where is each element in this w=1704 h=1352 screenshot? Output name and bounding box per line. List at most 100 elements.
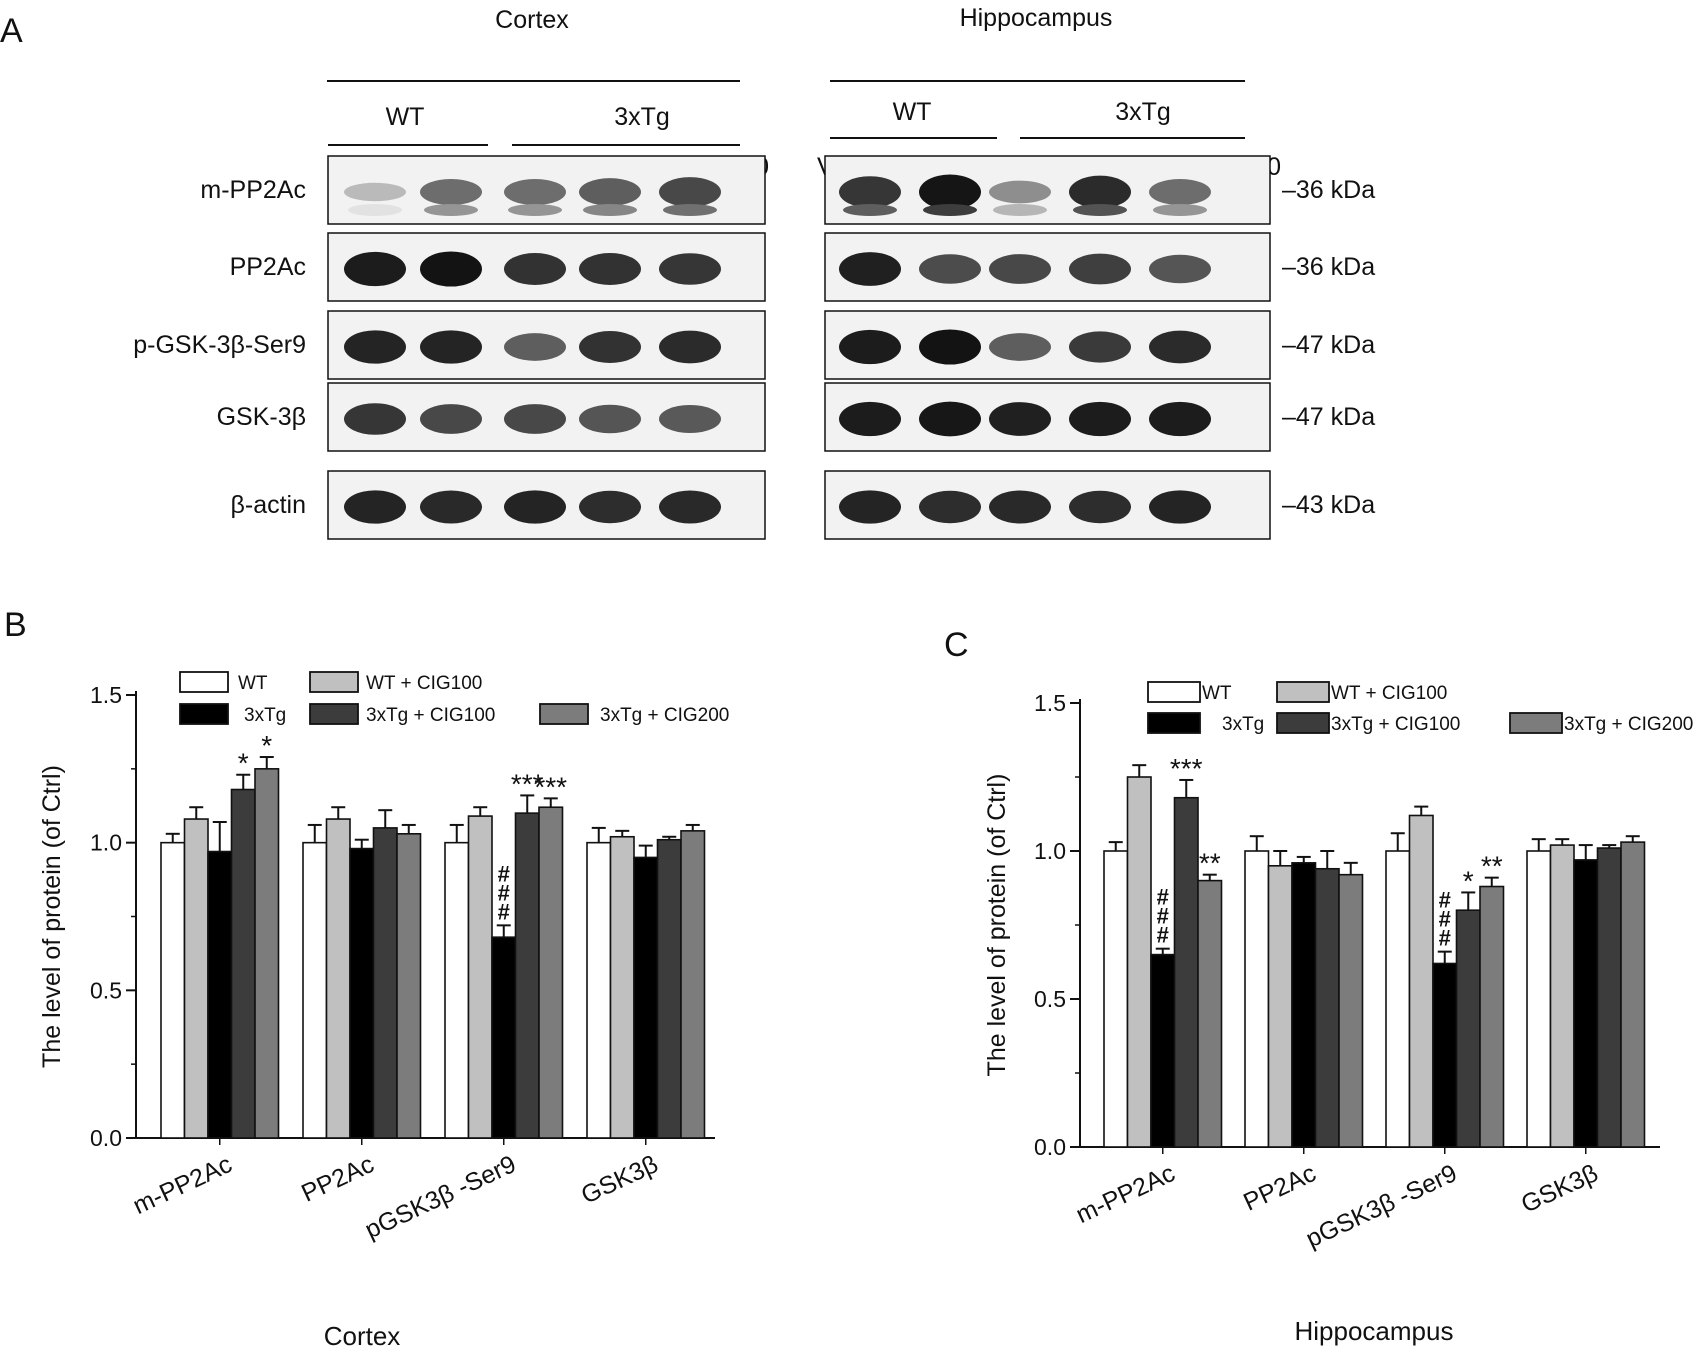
bar	[1150, 953, 1176, 1148]
bar	[444, 841, 470, 1139]
legend-label: 3xTg + CIG200	[600, 705, 729, 726]
cortex-group-wt: WT	[386, 103, 425, 131]
blot-band	[989, 402, 1051, 436]
legend-label: WT + CIG100	[366, 673, 482, 694]
protein-label: β-actin	[230, 491, 306, 519]
legend-label: 3xTg + CIG100	[1331, 714, 1460, 735]
y-tick-label: 1.5	[1034, 690, 1066, 716]
bar	[1596, 847, 1622, 1148]
legend-label: 3xTg + CIG200	[1564, 714, 1693, 735]
significance-mark: #	[498, 880, 510, 905]
blot-band	[919, 254, 981, 284]
blot-band	[579, 330, 641, 364]
bar	[1103, 850, 1129, 1148]
y-tick-label: 0.5	[90, 977, 122, 1003]
blot-band	[839, 329, 901, 365]
blot-band	[923, 204, 977, 216]
blot-band	[989, 333, 1051, 361]
legend-label: 3xTg + CIG100	[366, 705, 495, 726]
bar	[1455, 909, 1481, 1148]
legend-swatch	[179, 671, 229, 693]
significance-mark: ***	[534, 771, 567, 802]
legend-label: WT	[238, 673, 268, 694]
significance-mark: #	[1439, 907, 1451, 932]
blot-band	[659, 253, 721, 285]
significance-mark: #	[498, 899, 510, 924]
legend-label: 3xTg	[244, 705, 286, 726]
blot-band	[504, 333, 566, 361]
bar	[1173, 796, 1199, 1148]
blot-band	[508, 204, 562, 216]
blot-band	[843, 204, 897, 216]
bar	[230, 788, 256, 1139]
bar	[1385, 850, 1411, 1148]
bar	[538, 806, 564, 1139]
bar	[183, 818, 209, 1139]
legend-label: 3xTg	[1222, 714, 1264, 735]
blot-band	[919, 490, 981, 524]
bar	[1526, 850, 1552, 1148]
kda-label: –43 kDa	[1282, 491, 1375, 519]
kda-label: –47 kDa	[1282, 403, 1375, 431]
hippocampus-blot-title: Hippocampus	[960, 4, 1113, 32]
blot-band	[839, 401, 901, 437]
legend-label: WT	[1202, 683, 1232, 704]
blot-band	[344, 330, 406, 364]
significance-mark: #	[1157, 923, 1169, 948]
y-tick-label: 0.5	[1034, 986, 1066, 1012]
blot-band	[919, 174, 981, 210]
kda-label: –36 kDa	[1282, 176, 1375, 204]
bar	[1244, 850, 1270, 1148]
significance-mark: #	[1157, 885, 1169, 910]
panel-a-letter: A	[0, 12, 23, 50]
blot-band	[504, 490, 566, 524]
blot-band	[1153, 204, 1207, 216]
y-axis-label: The level of protein (of Ctrl)	[983, 774, 1011, 1077]
blot-band	[1149, 401, 1211, 437]
panel-b-letter: B	[4, 606, 27, 644]
cortex-group-3xtg: 3xTg	[614, 103, 670, 131]
protein-label: PP2Ac	[230, 253, 306, 281]
blot-band	[420, 178, 482, 206]
blot-band	[1149, 254, 1211, 284]
legend-swatch	[1276, 681, 1330, 703]
bar	[1338, 873, 1364, 1148]
western-blot-panel: A Cortex WT 3xTg Hippocampus WT 3xTg Veh…	[0, 4, 1375, 540]
x-tick-label: m-PP2Ac	[1072, 1159, 1180, 1229]
hippocampus-group-3xtg: 3xTg	[1115, 98, 1171, 126]
blot-band	[1149, 490, 1211, 524]
blot-band	[348, 204, 402, 216]
blot-band	[424, 204, 478, 216]
protein-label: m-PP2Ac	[200, 176, 306, 204]
blot-band	[344, 403, 406, 435]
bar	[1620, 841, 1646, 1148]
bar	[372, 827, 398, 1139]
blot-band	[659, 404, 721, 434]
blot-band	[839, 176, 901, 208]
bar	[1291, 862, 1317, 1148]
blot-band	[344, 251, 406, 287]
bar	[207, 850, 233, 1139]
blot-band	[989, 254, 1051, 284]
legend-swatch	[1147, 681, 1201, 703]
bar	[1126, 776, 1152, 1148]
y-tick-label: 1.0	[90, 830, 122, 856]
significance-mark: *	[1463, 865, 1474, 896]
protein-label: GSK-3β	[217, 403, 306, 431]
significance-mark: *	[238, 748, 249, 779]
hippocampus-bar-chart: C 0.0 0.5 1.0 1.5 The level of protein (of C…	[944, 626, 1693, 1346]
blot-band	[579, 252, 641, 286]
cortex-blot: Veh.CIG100Veh.CIG100CIG200m-PP2AcPP2Acp-…	[133, 153, 769, 540]
blot-band	[1149, 330, 1211, 364]
y-axis-label: The level of protein (of Ctrl)	[38, 765, 66, 1068]
kda-label: –47 kDa	[1282, 331, 1375, 359]
blot-band	[839, 490, 901, 524]
significance-mark: **	[1481, 851, 1503, 882]
bar	[609, 835, 635, 1139]
bar	[349, 847, 375, 1139]
blot-band	[504, 404, 566, 434]
blot-band	[989, 490, 1051, 524]
bar	[586, 841, 612, 1139]
legend-swatch	[1509, 712, 1563, 734]
